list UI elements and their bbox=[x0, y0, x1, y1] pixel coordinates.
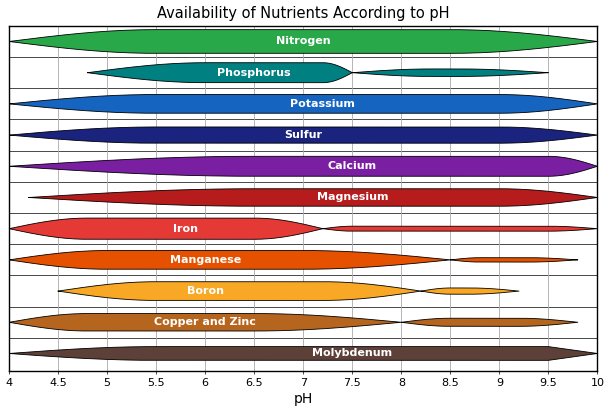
Text: Phosphorus: Phosphorus bbox=[217, 68, 291, 78]
Polygon shape bbox=[88, 63, 353, 83]
Polygon shape bbox=[421, 288, 519, 294]
Polygon shape bbox=[9, 314, 401, 331]
X-axis label: pH: pH bbox=[293, 393, 313, 407]
Polygon shape bbox=[9, 346, 597, 360]
Title: Availability of Nutrients According to pH: Availability of Nutrients According to p… bbox=[157, 5, 450, 21]
Text: Copper and Zinc: Copper and Zinc bbox=[154, 317, 256, 327]
Polygon shape bbox=[9, 250, 450, 269]
Polygon shape bbox=[9, 94, 597, 113]
Text: Iron: Iron bbox=[173, 224, 198, 234]
Polygon shape bbox=[9, 218, 323, 239]
Polygon shape bbox=[29, 189, 597, 206]
Polygon shape bbox=[58, 282, 421, 300]
Text: Calcium: Calcium bbox=[328, 161, 377, 171]
Polygon shape bbox=[450, 258, 578, 262]
Polygon shape bbox=[323, 226, 597, 231]
Polygon shape bbox=[401, 318, 578, 326]
Polygon shape bbox=[9, 30, 597, 53]
Text: Nitrogen: Nitrogen bbox=[276, 37, 331, 47]
Polygon shape bbox=[9, 156, 597, 176]
Polygon shape bbox=[353, 69, 548, 77]
Text: Sulfur: Sulfur bbox=[284, 130, 322, 140]
Polygon shape bbox=[9, 127, 597, 143]
Text: Molybdenum: Molybdenum bbox=[312, 349, 392, 358]
Text: Boron: Boron bbox=[187, 286, 224, 296]
Text: Magnesium: Magnesium bbox=[317, 192, 388, 202]
Text: Potassium: Potassium bbox=[290, 99, 356, 109]
Text: Manganese: Manganese bbox=[170, 255, 241, 265]
